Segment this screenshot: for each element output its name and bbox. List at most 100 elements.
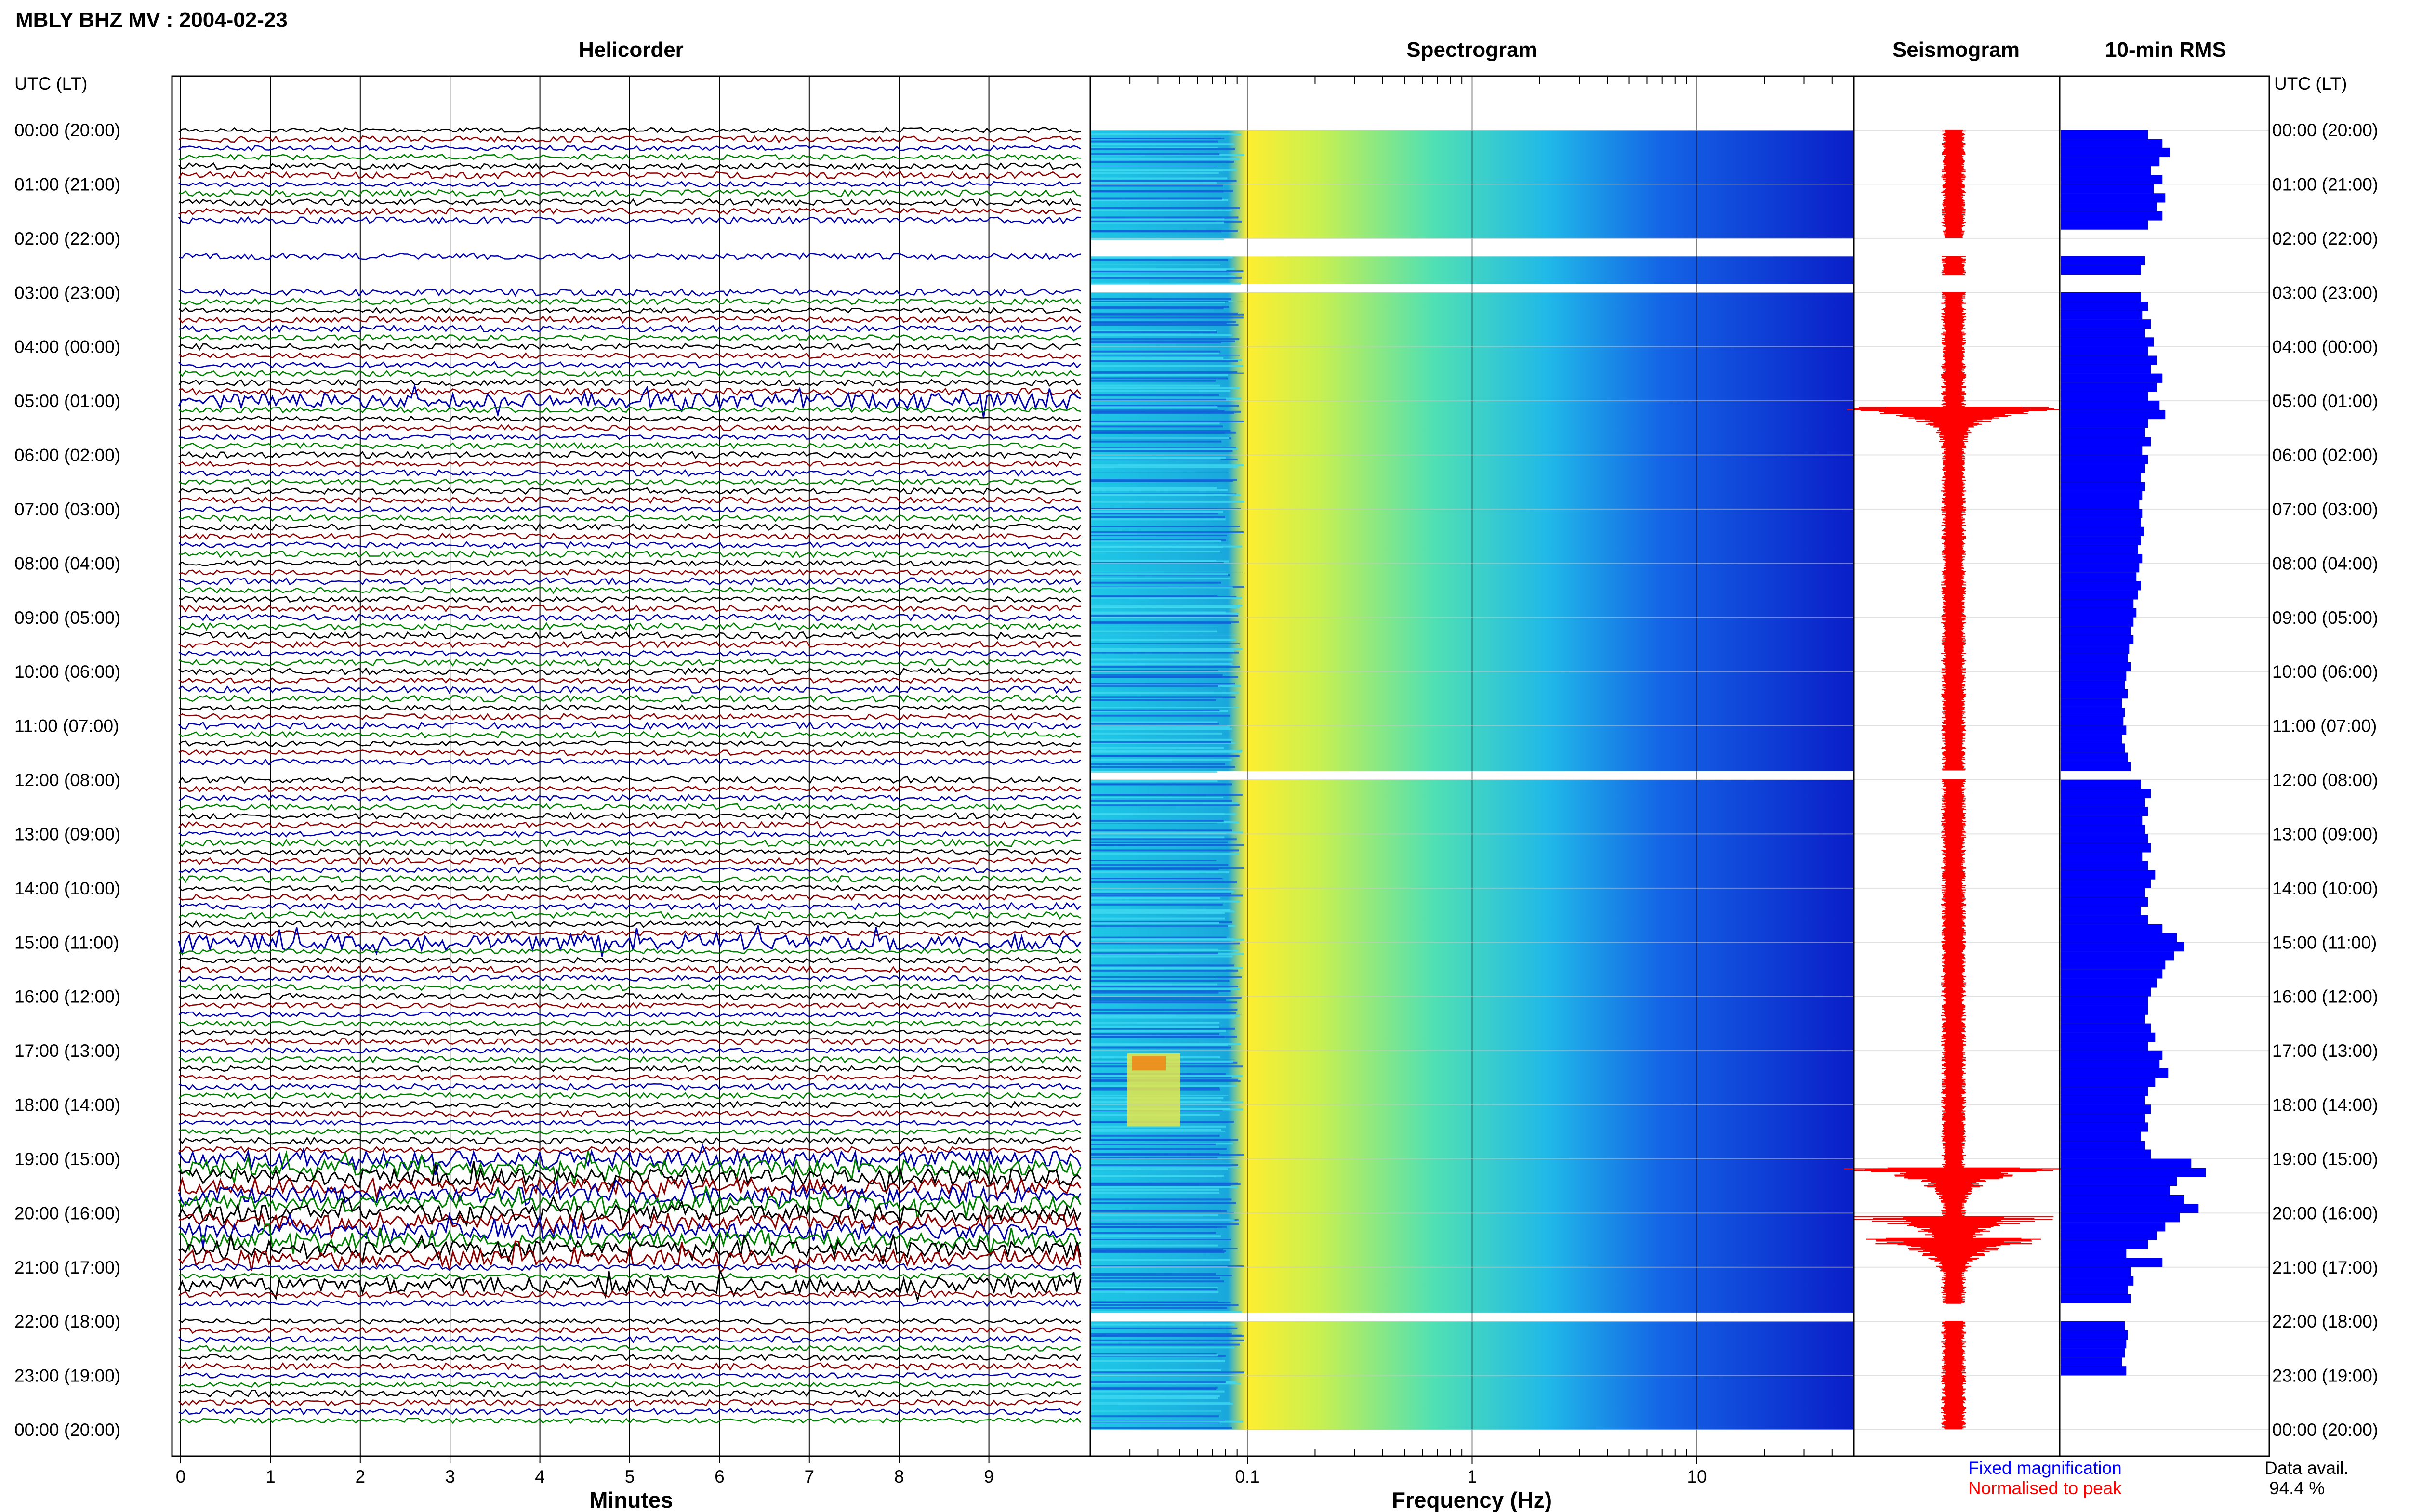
helicorder-trace: [178, 1195, 1082, 1231]
time-label-left: 08:00 (04:00): [14, 553, 120, 573]
rms-bar: [2061, 897, 2148, 907]
rms-bar: [2061, 147, 2170, 158]
rms-bar: [2061, 211, 2163, 221]
rms-bar: [2061, 996, 2148, 1006]
rms-bar: [2061, 373, 2163, 383]
helicorder-trace: [178, 622, 1081, 631]
time-label-left: 15:00 (11:00): [14, 933, 119, 952]
time-label-left: 09:00 (05:00): [14, 608, 120, 628]
helicorder-trace: [178, 658, 1081, 667]
rms-bar: [2061, 1294, 2131, 1303]
rms-bar: [2061, 437, 2151, 447]
helicorder-trace: [178, 758, 1081, 766]
rms-bar: [2061, 879, 2151, 888]
helicorder-trace: [178, 487, 1081, 495]
time-label-left: 03:00 (23:00): [14, 283, 120, 302]
time-label-right: 04:00 (00:00): [2272, 337, 2378, 357]
helicorder-trace: [178, 821, 1081, 829]
rms-bar: [2061, 708, 2125, 717]
rms-bar: [2061, 464, 2145, 473]
time-label-left: 16:00 (12:00): [14, 987, 120, 1007]
helicorder-tick-label: 8: [894, 1467, 904, 1486]
rms-bar: [2061, 1231, 2157, 1240]
rms-bar: [2061, 1176, 2177, 1186]
data-avail-label: Data avail.: [2264, 1458, 2349, 1478]
helicorder-trace: [178, 1399, 1081, 1407]
rms-bar: [2061, 220, 2148, 230]
helicorder-trace: [178, 252, 1081, 260]
rms-bar: [2061, 825, 2145, 834]
helicorder-trace: [178, 469, 1081, 477]
rms-bar: [2061, 861, 2148, 870]
helicorder-trace: [178, 1362, 1081, 1371]
time-label-right: 23:00 (19:00): [2272, 1366, 2378, 1386]
helicorder-trace: [178, 749, 1081, 756]
rms-bar: [2061, 1095, 2145, 1105]
rms-bar: [2061, 888, 2145, 897]
helicorder-trace: [178, 930, 1081, 937]
helicorder-trace: [178, 731, 1081, 739]
helicorder-trace: [178, 604, 1081, 613]
rms-bar: [2061, 942, 2184, 952]
rms-bar: [2061, 662, 2131, 672]
helicorder-trace: [178, 631, 1081, 640]
helicorder-trace: [178, 704, 1081, 711]
helicorder-trace: [178, 713, 1081, 721]
helicorder-trace: [178, 171, 1081, 180]
rms-bar: [2061, 779, 2141, 789]
helicorder-trace: [178, 145, 1081, 152]
rms-bar: [2061, 455, 2148, 464]
time-label-left: 01:00 (21:00): [14, 174, 120, 194]
helicorder-trace: [178, 1029, 1081, 1036]
time-label-right: 03:00 (23:00): [2272, 283, 2378, 302]
helicorder-trace: [178, 848, 1081, 856]
rms-bar: [2061, 1131, 2141, 1141]
rms-bar: [2061, 409, 2166, 420]
time-label-right: 15:00 (11:00): [2272, 933, 2377, 952]
rms-bar: [2061, 1213, 2180, 1223]
spectrogram-tick-label: 0.1: [1235, 1467, 1259, 1486]
time-label-right: 02:00 (22:00): [2272, 229, 2378, 249]
helicorder-trace: [179, 1223, 1081, 1256]
helicorder-trace: [178, 288, 1081, 297]
legend-normalised-to-peak: Normalised to peak: [1968, 1478, 2122, 1498]
rms-bar: [2061, 1149, 2151, 1159]
rms-bar: [2061, 852, 2143, 861]
helicorder-trace: [178, 1407, 1081, 1416]
helicorder-trace: [178, 1128, 1081, 1135]
rms-bar: [2061, 418, 2148, 428]
helicorder-trace: [178, 1299, 1081, 1307]
rms-bar: [2061, 572, 2137, 582]
helicorder-trace: [178, 812, 1081, 820]
rms-bar: [2061, 816, 2143, 826]
rms-bar: [2061, 329, 2145, 338]
helicorder-trace: [178, 514, 1081, 522]
helicorder-trace: [178, 568, 1081, 576]
helicorder-trace: [178, 677, 1081, 684]
rms-bar: [2061, 644, 2130, 654]
rms-bar: [2061, 906, 2141, 915]
helicorder-trace: [178, 478, 1081, 486]
rms-bar: [2061, 1014, 2145, 1024]
rms-panel: [2059, 75, 2270, 1457]
rms-bar: [2061, 698, 2122, 708]
helicorder-trace: [178, 1354, 1082, 1361]
helicorder-trace: [178, 1002, 1081, 1010]
helicorder-x-title: Minutes: [589, 1487, 673, 1512]
helicorder-trace: [178, 650, 1081, 657]
rms-bar: [2061, 1050, 2163, 1060]
rms-bar: [2061, 1285, 2128, 1294]
rms-bar: [2061, 725, 2127, 735]
helicorder-tick-label: 9: [984, 1467, 994, 1486]
time-label-left: 14:00 (10:00): [14, 879, 120, 898]
time-label-left: 21:00 (17:00): [14, 1258, 120, 1277]
time-label-right: 00:00 (20:00): [2272, 120, 2378, 140]
rms-bar: [2061, 302, 2148, 311]
helicorder-trace: [178, 361, 1081, 369]
rms-bar: [2061, 789, 2151, 799]
helicorder-trace: [178, 1038, 1081, 1046]
helicorder-trace: [178, 523, 1082, 531]
helicorder-trace: [178, 893, 1081, 901]
time-label-right: 09:00 (05:00): [2272, 608, 2378, 628]
helicorder-trace: [178, 1119, 1081, 1126]
